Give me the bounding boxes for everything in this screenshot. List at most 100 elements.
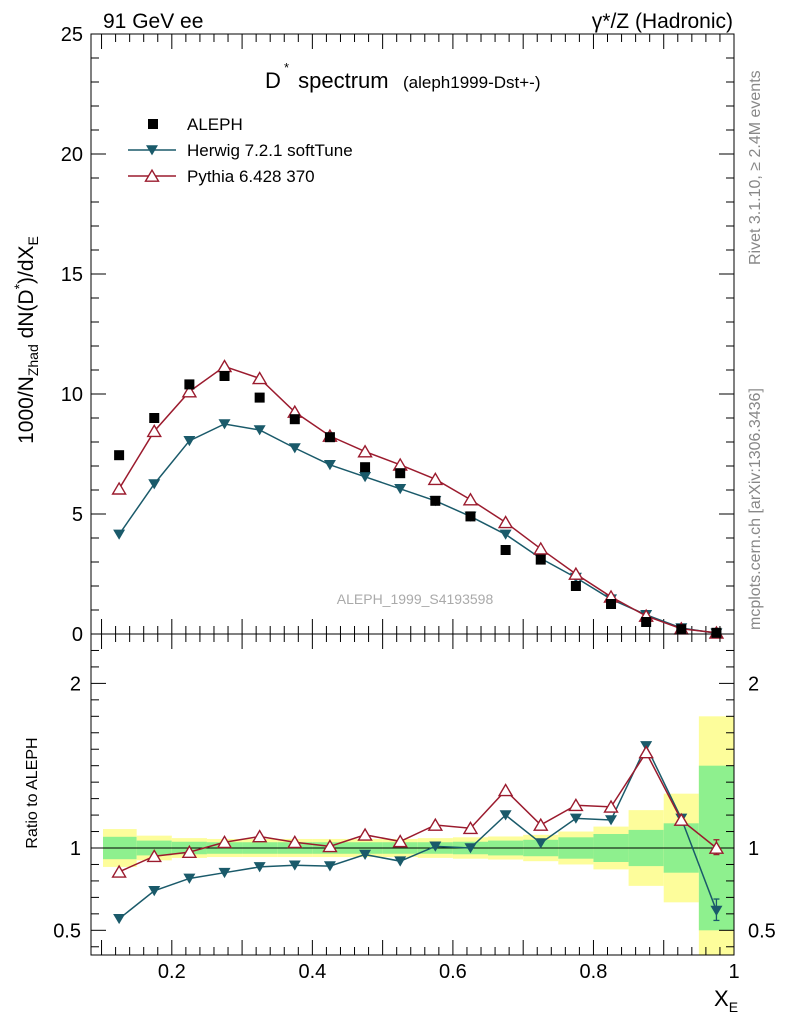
ratio-herwig-point: [183, 873, 196, 884]
ratio-pythia-point: [533, 817, 549, 831]
aleph-point: [641, 617, 652, 627]
aleph-point: [219, 371, 230, 381]
rivet-version-label: Rivet 3.1.10, ≥ 2.4M events: [747, 70, 764, 265]
aleph-point: [535, 554, 546, 565]
aleph-point: [430, 495, 441, 506]
ratio-frame: [90, 633, 735, 956]
ratio-xtick-label: 0.4: [298, 961, 326, 983]
herwig-point: [499, 529, 512, 540]
aleph-point: [465, 511, 476, 522]
herwig-point: [113, 529, 126, 540]
ratio-herwig-point: [113, 913, 126, 925]
herwig-point: [218, 419, 231, 430]
ratio-pythia-point: [111, 864, 127, 878]
aleph-point: [114, 450, 125, 461]
pythia-point: [533, 541, 549, 555]
ratio-pythia-point: [287, 835, 303, 849]
aleph-point: [676, 624, 687, 635]
pythia-point: [181, 384, 198, 398]
aleph-point: [289, 414, 300, 425]
plot-title-small: (aleph1999-Dst+-): [403, 73, 541, 92]
analysis-watermark: ALEPH_1999_S4193598: [337, 591, 494, 607]
aleph-point: [606, 599, 617, 609]
ratio-ytick-label: 0.5: [53, 920, 81, 942]
ratio-pythia-point: [638, 745, 654, 759]
ratio-ytick-label-right: 2: [748, 673, 759, 695]
ratio-pythia-point: [462, 821, 479, 835]
pythia-point: [146, 423, 162, 438]
ratio-herwig-point: [429, 841, 442, 852]
pythia-point: [568, 566, 584, 580]
ratio-pythia-point: [357, 827, 373, 841]
ratio-xtick-label: 0.8: [580, 961, 608, 983]
header-left: 91 GeV ee: [103, 10, 203, 33]
mcplots-label: mcplots.cern.ch [arXiv:1306.3436]: [747, 388, 764, 630]
ratio-ylabel: Ratio to ALEPH: [24, 737, 41, 848]
legend-label: Pythia 6.428 370: [187, 167, 315, 186]
plot-title-main: D: [265, 68, 281, 93]
ratio-ytick-label-right: 0.5: [748, 920, 776, 942]
ratio-pythia-point: [251, 829, 268, 843]
ratio-pythia-point: [146, 849, 162, 863]
ratio-pythia-point: [673, 812, 690, 826]
pythia-point: [111, 481, 127, 495]
herwig-point: [394, 484, 407, 495]
ratio-pythia-point: [181, 844, 198, 859]
herwig-point: [359, 472, 372, 483]
legend-label: ALEPH: [187, 115, 243, 134]
ratio-herwig-point: [323, 861, 336, 872]
aleph-point: [254, 392, 265, 403]
aleph-point: [570, 581, 581, 591]
main-ylabel: 1000/NZhad dN(D*)/dXE: [11, 236, 41, 444]
ratio-herwig-point: [605, 815, 618, 826]
herwig-point: [288, 443, 301, 454]
ratio-pythia-line: [118, 751, 717, 873]
aleph-point: [184, 379, 195, 390]
ratio-pythia-point: [392, 834, 408, 848]
ratio-herwig-line: [118, 744, 718, 920]
ratio-pythia-point: [568, 797, 584, 812]
main-ytick-label: 5: [72, 504, 83, 526]
ratio-herwig-point: [148, 886, 161, 897]
aleph-point: [360, 462, 371, 473]
ratio-panel: 0.5 0.5 1 1 2 2 0.2 0.4 0.6 0.8 1: [53, 633, 776, 983]
ratio-herwig-point: [218, 867, 231, 879]
ratio-herwig-point: [288, 860, 301, 871]
plot-title-sup: *: [284, 60, 289, 75]
aleph-point: [395, 468, 406, 479]
main-ytick-label: 25: [61, 24, 83, 46]
ratio-xtick-label: 0.2: [158, 961, 186, 983]
aleph-point: [149, 413, 160, 423]
herwig-point: [323, 460, 336, 471]
ratio-herwig-point: [359, 849, 372, 860]
ratio-herwig-point: [499, 810, 512, 821]
ratio-herwig-point: [534, 838, 547, 849]
ratio-pythia-point: [427, 817, 444, 831]
ratio-ytick-label: 2: [70, 673, 81, 695]
ratio-xtick-label: 0.6: [439, 961, 467, 983]
ratio-pythia-point: [216, 835, 233, 849]
ratio-pythia-point: [497, 783, 514, 797]
pythia-point: [462, 492, 479, 506]
pythia-point: [497, 515, 514, 529]
ratio-pythia-point: [708, 840, 725, 854]
pythia-point: [357, 444, 373, 458]
legend-herwig-marker: [146, 145, 158, 156]
main-ytick-label: 20: [61, 144, 83, 166]
plot-title-rest: spectrum: [292, 68, 389, 93]
legend-aleph-marker: [148, 119, 158, 129]
ratio-xtick-label: 1: [728, 961, 739, 983]
main-ytick-label: 15: [61, 264, 83, 286]
legend: ALEPH Herwig 7.2.1 softTune Pythia 6.428 3…: [128, 115, 353, 186]
ratio-herwig-point: [253, 862, 266, 873]
main-ytick-label: 10: [61, 384, 83, 406]
legend-label: Herwig 7.2.1 softTune: [187, 141, 353, 160]
ratio-ytick-label: 1: [70, 838, 81, 860]
herwig-point: [253, 425, 266, 436]
aleph-point: [711, 627, 722, 638]
herwig-point: [148, 479, 161, 490]
ratio-pythia-point: [322, 839, 338, 853]
legend-pythia-marker: [144, 168, 160, 182]
ratio-herwig-point: [710, 905, 723, 916]
